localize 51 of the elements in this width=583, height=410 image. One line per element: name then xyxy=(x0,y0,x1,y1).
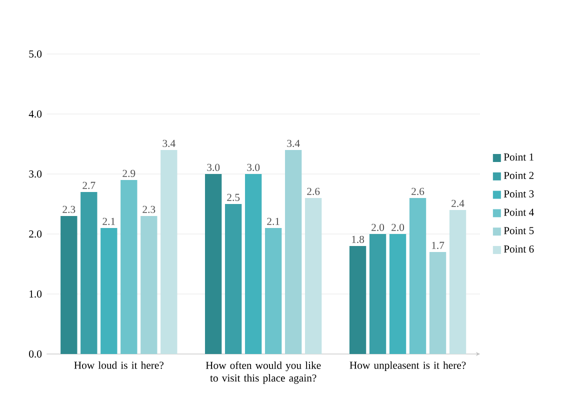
y-tick-label: 3.0 xyxy=(29,170,42,178)
x-tick-label: How unpleasent is it here? xyxy=(350,361,466,372)
bar xyxy=(225,204,242,354)
data-label: 2.0 xyxy=(372,224,384,232)
data-label: 2.1 xyxy=(102,218,115,226)
data-label: 3.0 xyxy=(247,164,260,172)
bar xyxy=(389,234,406,354)
x-tick-label: How often would you like to visit this place again? xyxy=(206,361,321,384)
data-label: 2.5 xyxy=(227,194,240,202)
bar xyxy=(429,252,446,354)
y-tick-label: 2.0 xyxy=(29,230,42,238)
bar xyxy=(349,246,366,354)
legend-label: Point 1 xyxy=(504,153,534,161)
legend-label: Point 6 xyxy=(504,245,534,253)
data-label: 1.7 xyxy=(432,242,444,250)
bar xyxy=(409,198,426,354)
bar xyxy=(369,234,386,354)
bar xyxy=(449,210,466,354)
bar xyxy=(265,228,282,354)
bar xyxy=(245,174,262,354)
legend-label: Point 2 xyxy=(504,172,534,180)
bar xyxy=(205,174,222,354)
data-label: 2.9 xyxy=(122,170,136,178)
y-tick-label: 1.0 xyxy=(30,290,42,298)
y-tick-label: 0.0 xyxy=(29,350,42,358)
legend-label: Point 3 xyxy=(504,190,534,198)
data-label: 2.6 xyxy=(412,188,424,196)
legend-label: Point 5 xyxy=(504,227,534,234)
data-label: 2.4 xyxy=(452,200,464,208)
bar xyxy=(140,216,158,354)
data-label: 2.3 xyxy=(142,206,156,214)
data-label: 1.8 xyxy=(352,236,364,244)
data-label: 3.4 xyxy=(162,140,176,148)
y-tick-label: 4.0 xyxy=(28,110,42,118)
bar xyxy=(80,192,98,354)
bar xyxy=(285,150,302,354)
bar xyxy=(160,150,178,354)
data-label: 2.6 xyxy=(307,188,320,196)
data-label: 2.7 xyxy=(82,182,96,190)
x-tick-label: How loud is it here? xyxy=(74,361,164,369)
legend-label: Point 4 xyxy=(504,208,534,216)
y-tick-label: 5.0 xyxy=(29,50,42,58)
data-label: 2.0 xyxy=(392,224,404,232)
bar xyxy=(100,228,118,354)
bar xyxy=(305,198,322,354)
data-label: 3.0 xyxy=(207,164,220,172)
bar xyxy=(120,180,138,354)
bar xyxy=(60,216,78,354)
data-label: 2.3 xyxy=(62,206,76,214)
data-label: 2.1 xyxy=(267,218,280,226)
data-label: 3.4 xyxy=(287,140,300,148)
